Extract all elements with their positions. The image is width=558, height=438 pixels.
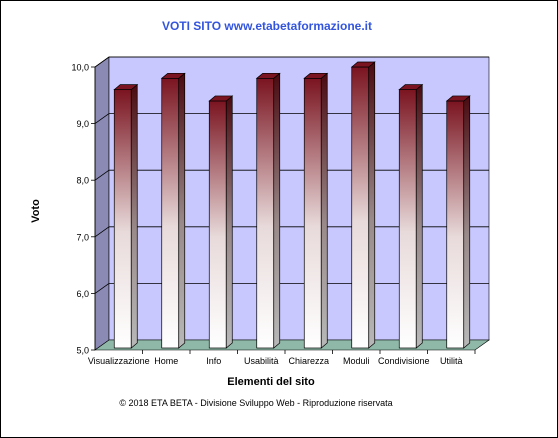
copyright-footer: © 2018 ETA BETA - Divisione Sviluppo Web… (119, 398, 392, 408)
bar-side (463, 95, 471, 349)
bar (445, 95, 471, 349)
x-tick-label: Visualizzazione (88, 356, 150, 366)
bar-side (320, 72, 328, 349)
bar-top (113, 84, 139, 90)
bar (113, 83, 139, 349)
bar-top (350, 61, 376, 68)
bar-front (303, 77, 322, 349)
gridline-side (94, 226, 110, 238)
y-tick-label: 5,0 (76, 346, 89, 356)
bar-side (178, 72, 186, 349)
y-tick-label: 10,0 (71, 63, 89, 73)
bar-side (273, 72, 281, 349)
bar-side (130, 83, 138, 349)
bar-side (415, 83, 423, 349)
bar-top (303, 72, 329, 79)
y-tick-label: 6,0 (76, 289, 89, 299)
x-tick-label: Home (154, 356, 178, 366)
floor (94, 339, 490, 351)
bar-front (446, 100, 465, 349)
bar-top (445, 95, 471, 102)
bar-side (368, 61, 376, 349)
y-tick-label: 8,0 (76, 176, 89, 186)
bar (303, 72, 329, 349)
x-tick-label: Info (206, 356, 221, 366)
y-axis-label: Voto (30, 199, 42, 223)
bar (350, 61, 376, 349)
bar-front (161, 77, 180, 349)
y-tick-label: 7,0 (76, 232, 89, 242)
x-tick-label: Usabilità (244, 356, 279, 366)
bar-side (225, 95, 233, 349)
gridline-side (94, 283, 110, 294)
bar (398, 83, 424, 349)
bar (160, 72, 186, 349)
bar-top (160, 72, 186, 79)
bar-top (208, 95, 234, 102)
bar (208, 95, 234, 349)
gridline-side (94, 169, 110, 181)
x-tick-label: Condivisione (378, 356, 430, 366)
x-tick-label: Moduli (343, 356, 370, 366)
chart-title: VOTI SITO www.etabetaformazione.it (162, 19, 372, 33)
x-tick-label: Chiarezza (288, 356, 329, 366)
y-tick-label: 9,0 (76, 119, 89, 129)
bar-front (113, 89, 132, 349)
gridline-side (94, 113, 110, 124)
bar-front (256, 77, 275, 349)
bar-front (208, 100, 227, 349)
bar-top (255, 72, 281, 79)
side-wall (94, 56, 110, 351)
bar-front (351, 66, 370, 349)
bar-front (398, 89, 417, 349)
bar-top (398, 84, 424, 90)
x-tick-label: Utilità (440, 356, 463, 366)
gridline-side (94, 56, 110, 68)
bar (255, 72, 281, 349)
x-axis-label: Elementi del sito (227, 376, 315, 388)
